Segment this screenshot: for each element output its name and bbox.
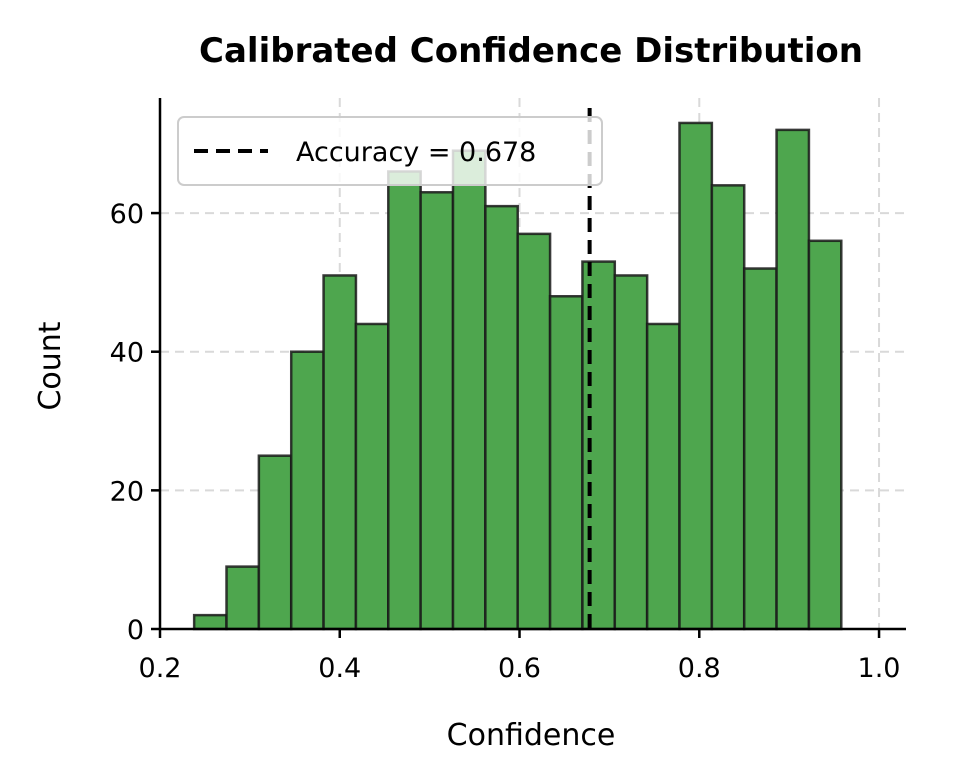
x-tick-label: 1.0 <box>858 653 901 684</box>
histogram-bar <box>613 274 649 631</box>
histogram-bar <box>354 322 390 631</box>
legend-box <box>177 116 603 186</box>
axes <box>158 98 906 631</box>
chart-title: Calibrated Confidence Distribution <box>199 31 863 71</box>
histogram-bar <box>775 128 811 631</box>
histogram-bar <box>289 350 325 631</box>
histogram-bar <box>257 454 293 631</box>
y-tick-label: 40 <box>110 338 144 369</box>
histogram-bar <box>516 232 552 631</box>
legend: Accuracy = 0.678 <box>177 116 603 186</box>
histogram-bar <box>484 204 519 631</box>
histogram-bar <box>192 613 228 631</box>
x-tick-label: 0.4 <box>318 653 361 684</box>
histogram-bar <box>451 149 487 631</box>
ticks: 0.2 0.4 0.6 0.8 1.0 0 20 40 60 <box>110 199 901 684</box>
histogram-bar <box>710 184 746 631</box>
x-axis-label: Confidence <box>447 718 616 753</box>
y-tick-label: 0 <box>127 615 144 646</box>
histogram-bar <box>678 121 714 631</box>
histogram-bar <box>645 322 681 631</box>
y-axis-label: Count <box>33 321 68 410</box>
x-tick-label: 0.6 <box>498 653 541 684</box>
histogram-bar <box>742 267 778 631</box>
histogram-bar <box>581 260 617 631</box>
histogram-bar <box>807 239 843 631</box>
y-tick-label: 60 <box>110 199 144 230</box>
histogram-bar <box>419 191 455 631</box>
x-tick-label: 0.8 <box>678 653 721 684</box>
histogram-bar <box>225 565 261 631</box>
histogram-bar <box>387 170 422 631</box>
legend-accuracy-label: Accuracy = 0.678 <box>296 137 536 168</box>
histogram-bar <box>548 295 584 631</box>
histogram-bar <box>322 274 358 631</box>
x-tick-label: 0.2 <box>139 653 182 684</box>
y-tick-label: 20 <box>110 476 144 507</box>
